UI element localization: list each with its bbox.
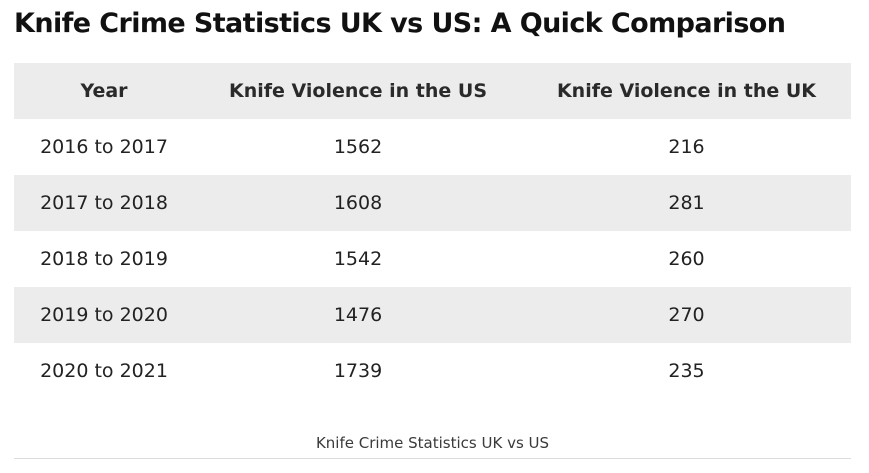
- cell-us: 1739: [333, 360, 383, 382]
- cell-year: 2017 to 2018: [14, 175, 194, 231]
- cell-uk: 260: [668, 248, 705, 270]
- cell-us: 1476: [194, 287, 522, 343]
- table-row: 2020 to 2021 1739 235: [14, 343, 851, 399]
- cell-year: 2020 to 2021: [40, 360, 168, 382]
- cell-us: 1562: [333, 136, 383, 158]
- cell-uk: 216: [668, 136, 705, 158]
- cell-year: 2016 to 2017: [40, 136, 168, 158]
- table-row: 2016 to 2017 1562 216: [14, 119, 851, 175]
- page-title: Knife Crime Statistics UK vs US: A Quick…: [14, 8, 786, 39]
- table-caption: Knife Crime Statistics UK vs US: [315, 434, 550, 452]
- cell-year: 2018 to 2019: [40, 248, 168, 270]
- table-row: 2018 to 2019 1542 260: [14, 231, 851, 287]
- cell-uk: 281: [522, 175, 851, 231]
- header-year: Year: [14, 63, 194, 119]
- comparison-table: Year Knife Violence in the US Knife Viol…: [14, 63, 851, 399]
- cell-us: 1542: [333, 248, 383, 270]
- cell-uk: 270: [522, 287, 851, 343]
- header-us: Knife Violence in the US: [194, 63, 522, 119]
- cell-year: 2019 to 2020: [14, 287, 194, 343]
- header-uk: Knife Violence in the UK: [522, 63, 851, 119]
- table-row: 2019 to 2020 1476 270: [14, 287, 851, 343]
- cell-uk: 235: [668, 360, 705, 382]
- table-row: 2017 to 2018 1608 281: [14, 175, 851, 231]
- table-header-row: Year Knife Violence in the US Knife Viol…: [14, 63, 851, 119]
- cell-us: 1608: [194, 175, 522, 231]
- caption-divider: [14, 458, 851, 459]
